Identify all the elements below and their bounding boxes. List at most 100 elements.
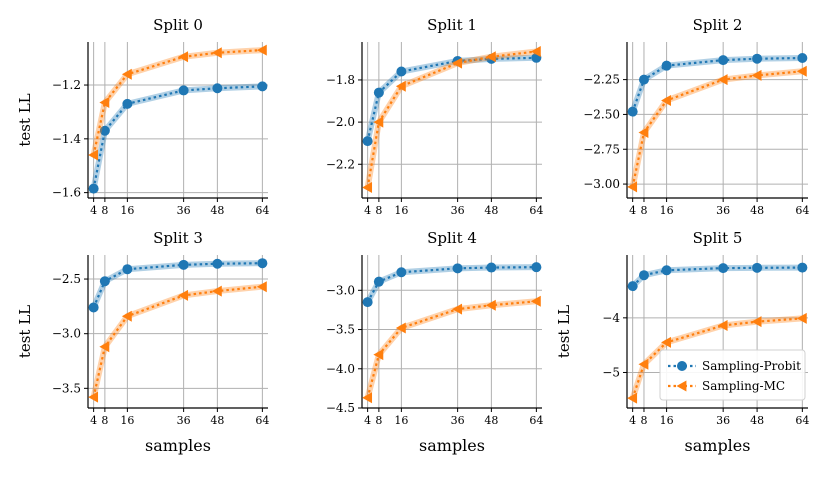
y-tick-label: −1.2 <box>52 78 81 92</box>
y-tick-label: −2.75 <box>583 142 620 156</box>
x-tick-label: 8 <box>375 204 382 217</box>
subplot-3: −3.5 −3.0 −2.5 4 8 16 36 48 64 Split 3 test LL samp… <box>16 229 269 455</box>
y-tick-label: −3.5 <box>52 381 81 395</box>
data-point <box>178 259 189 270</box>
data-point <box>362 136 373 147</box>
data-point <box>395 322 406 334</box>
x-tick-label: 48 <box>210 414 224 427</box>
y-tick-label: −3.0 <box>52 327 81 341</box>
x-tick-label: 4 <box>629 414 636 427</box>
y-axis-label: test LL <box>16 93 34 146</box>
data-point <box>796 65 807 77</box>
series-line <box>366 50 537 188</box>
data-point <box>88 391 99 403</box>
x-tick-label: 4 <box>364 204 371 217</box>
data-point <box>211 285 222 297</box>
subplot-title: Split 2 <box>693 16 743 34</box>
data-point <box>99 276 110 287</box>
series-sampling-probit <box>627 53 808 117</box>
x-tick-label: 8 <box>101 414 108 427</box>
x-tick-label: 48 <box>484 414 498 427</box>
legend-label: Sampling-MC <box>702 379 785 393</box>
data-point <box>362 392 373 404</box>
data-point <box>373 116 384 128</box>
data-point <box>661 336 671 348</box>
y-tick-label: −2.2 <box>326 157 355 171</box>
x-tick-label: 64 <box>795 414 809 427</box>
data-point <box>627 106 638 117</box>
y-tick-label: −2.5 <box>52 272 81 286</box>
series-band <box>90 260 263 309</box>
legend-label: Sampling-Probit <box>702 359 801 373</box>
data-point <box>638 74 649 85</box>
y-axis-label: test LL <box>16 305 34 358</box>
data-point <box>627 281 638 292</box>
data-point <box>99 125 110 136</box>
data-point <box>373 276 384 287</box>
data-point <box>396 66 407 77</box>
data-point <box>751 316 762 328</box>
series-sampling-mc <box>627 65 807 193</box>
series-line <box>92 285 263 398</box>
series-line <box>631 317 803 399</box>
series-line <box>631 70 803 188</box>
data-point <box>627 181 638 193</box>
x-tick-label: 64 <box>529 414 543 427</box>
x-tick-label: 36 <box>177 414 191 427</box>
data-point <box>121 310 132 322</box>
data-point <box>373 87 384 98</box>
x-tick-label: 4 <box>90 204 97 217</box>
subplot-title: Split 4 <box>427 229 477 247</box>
series-line <box>631 56 803 113</box>
data-point <box>718 55 729 66</box>
x-tick-label: 36 <box>451 414 465 427</box>
x-tick-label: 64 <box>255 414 269 427</box>
data-point <box>531 262 542 273</box>
subplot-0: −1.6 −1.4 −1.2 4 8 16 36 48 64 Split 0 test LL <box>16 16 269 217</box>
subplot-4: −4.5 −4.0 −3.5 −3.0 4 8 16 36 48 64 Split 4 samples <box>326 229 544 455</box>
data-point <box>178 85 189 96</box>
y-tick-label: −2.0 <box>326 115 355 129</box>
x-tick-label: 4 <box>629 204 636 217</box>
y-tick-label: −4.0 <box>326 362 355 376</box>
data-point <box>751 69 762 81</box>
data-point <box>256 44 267 56</box>
legend-box <box>659 349 806 401</box>
legend-marker <box>676 380 687 392</box>
series-sampling-mc <box>362 45 541 193</box>
y-tick-label: −3.5 <box>326 323 355 337</box>
data-point <box>211 47 222 59</box>
series-line <box>366 266 537 303</box>
y-tick-label: −4 <box>602 311 620 325</box>
data-point <box>362 181 373 193</box>
data-point <box>485 299 496 311</box>
data-point <box>661 95 671 106</box>
data-point <box>530 45 541 57</box>
data-point <box>122 98 133 109</box>
x-tick-label: 36 <box>451 204 465 217</box>
data-point <box>452 57 463 69</box>
series-band <box>630 264 803 289</box>
data-point <box>88 183 99 194</box>
data-point <box>717 319 728 331</box>
data-point <box>752 262 763 273</box>
data-point <box>396 267 407 278</box>
y-tick-label: −3.00 <box>583 177 620 191</box>
data-point <box>122 264 133 275</box>
data-point <box>717 74 728 86</box>
x-tick-label: 16 <box>120 414 134 427</box>
series-sampling-probit <box>88 81 268 194</box>
data-point <box>257 258 268 269</box>
data-point <box>178 51 189 63</box>
y-tick-label: −2.25 <box>583 73 620 87</box>
x-tick-label: 8 <box>101 204 108 217</box>
x-tick-label: 36 <box>716 204 730 217</box>
x-tick-label: 16 <box>660 414 674 427</box>
x-tick-label: 4 <box>364 414 371 427</box>
series-band <box>90 83 263 190</box>
x-tick-label: 36 <box>716 414 730 427</box>
x-tick-label: 4 <box>90 414 97 427</box>
data-point <box>452 303 463 315</box>
x-tick-label: 48 <box>750 204 764 217</box>
data-point <box>638 127 649 139</box>
